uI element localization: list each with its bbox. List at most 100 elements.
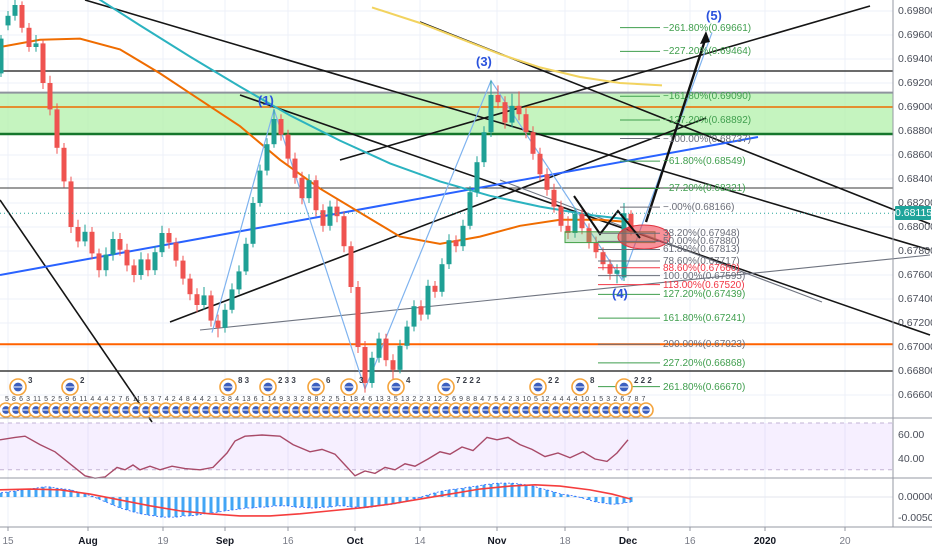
candle-body (117, 239, 123, 250)
trend-line (199, 254, 931, 331)
candle-body (299, 177, 305, 199)
candle-body (243, 243, 249, 272)
candle-body (131, 265, 137, 275)
macd-bar (195, 497, 199, 516)
time-axis-label[interactable]: Oct (346, 536, 364, 547)
candle-body (5, 15, 11, 26)
time-axis-label[interactable]: Sep (215, 536, 235, 547)
candle-body (82, 231, 88, 242)
time-axis-label[interactable]: 2020 (753, 536, 777, 547)
candle-body (166, 233, 172, 243)
time-axis-label[interactable]: 18 (559, 536, 571, 547)
macd-bar (76, 491, 80, 497)
candle-body (404, 326, 410, 346)
macd-bar (356, 497, 360, 508)
current-price-badge: 0.68115 (895, 206, 932, 221)
candle-body (306, 180, 312, 199)
macd-bar (62, 489, 66, 497)
fib-extension-label: −.00%(0.68166) (663, 202, 735, 214)
candle-body (173, 242, 179, 261)
candle-body (40, 43, 46, 83)
candle-body (551, 189, 557, 207)
candle-body (558, 206, 564, 226)
candle-body (516, 105, 522, 115)
candle-body (320, 210, 326, 226)
candle-body (607, 264, 613, 274)
marker-count-label: 2 3 3 (278, 376, 296, 385)
marker-count-label: 3 (28, 376, 33, 385)
candle-body (439, 264, 445, 292)
macd-bar (90, 496, 94, 498)
macd-bar (139, 497, 143, 514)
candle-body (54, 109, 60, 148)
time-axis-label[interactable]: 20 (839, 536, 851, 547)
candle-body (229, 289, 235, 310)
candle-body (474, 162, 480, 193)
time-axis-label[interactable]: 16 (684, 536, 696, 547)
candle-body (33, 43, 39, 47)
macd-bar (6, 491, 10, 497)
time-axis-label[interactable]: 19 (157, 536, 169, 547)
candle-body (572, 213, 578, 233)
time-axis-label[interactable]: Dec (618, 536, 638, 547)
candle-body (159, 233, 165, 253)
candle-body (215, 320, 221, 328)
macd-bar (524, 484, 528, 497)
macd-bar (573, 496, 577, 498)
macd-bar (251, 497, 255, 508)
macd-bar (552, 491, 556, 497)
fib-retracement-label: 61.80%(0.67813) (663, 244, 740, 256)
macd-bar (293, 497, 297, 508)
candle-body (586, 228, 592, 243)
time-axis-label[interactable]: 15 (2, 536, 14, 547)
candle-body (502, 102, 508, 123)
macd-bar (559, 494, 563, 497)
trend-line (84, 0, 931, 251)
macd-bar (412, 497, 416, 500)
macd-bar (510, 483, 514, 497)
candle-body (488, 95, 494, 133)
macd-bar (363, 497, 367, 508)
macd-bar (314, 497, 318, 508)
macd-bar (174, 497, 178, 518)
time-axis-label[interactable]: Aug (78, 536, 98, 547)
macd-bar (265, 497, 269, 508)
macd-bar (601, 497, 605, 503)
candle-body (530, 132, 536, 154)
candle-body (138, 259, 144, 275)
pullback-arrow (573, 195, 641, 239)
macd-bar (489, 483, 493, 497)
trend-line (0, 199, 153, 423)
macd-bar (41, 486, 45, 497)
candle-body (341, 216, 347, 247)
macd-bar (545, 489, 549, 497)
time-axis-label[interactable]: Nov (487, 536, 507, 547)
projection-arrow-shaft (644, 36, 708, 223)
macd-bar (69, 489, 73, 497)
time-axis-label[interactable]: 14 (414, 536, 426, 547)
candle-body (425, 285, 431, 315)
time-axis-label[interactable]: 16 (282, 536, 294, 547)
candle-body (537, 153, 543, 175)
fib-extension-label: −100.00%(0.68737) (663, 133, 752, 145)
fib-retracement-label: 200.00%(0.67023) (663, 339, 746, 351)
candle-body (68, 181, 74, 227)
candle-body (376, 338, 382, 358)
macd-bar (181, 497, 185, 516)
fib-retracement-label: 113.00%(0.67520) (663, 279, 745, 291)
candle-body (481, 132, 487, 163)
marker-count-label: 3 (359, 376, 364, 385)
ma-orange-line (0, 37, 632, 245)
candle-body (285, 134, 291, 159)
macd-bar (615, 497, 619, 505)
